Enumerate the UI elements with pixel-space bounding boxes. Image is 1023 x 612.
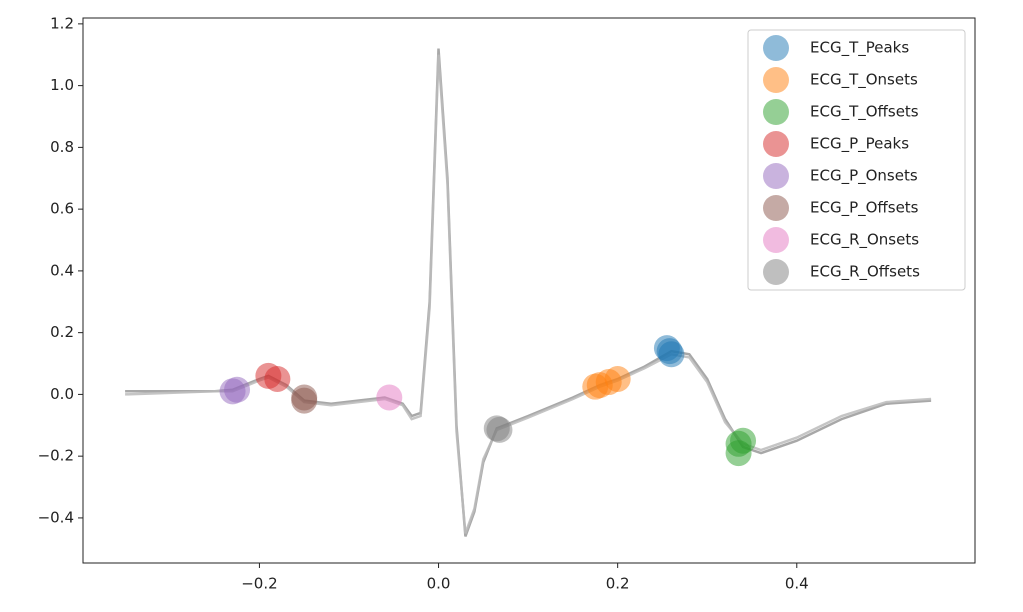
legend-label: ECG_T_Onsets: [810, 71, 918, 90]
legend-label: ECG_P_Peaks: [810, 135, 909, 154]
legend-marker: [763, 99, 789, 125]
y-tick-label: −0.4: [38, 508, 74, 526]
y-tick-label: 1.0: [50, 76, 74, 94]
y-tick-label: 0.8: [50, 138, 74, 156]
x-tick-label: 0.4: [785, 575, 809, 593]
x-tick-label: 0.0: [427, 575, 451, 593]
legend-marker: [763, 163, 789, 189]
marker-point: [264, 365, 291, 392]
plot-frame: [82, 17, 976, 564]
marker-point: [486, 416, 513, 443]
legend-label: ECG_T_Peaks: [810, 39, 909, 58]
legend-marker: [763, 259, 789, 285]
y-tick-label: 0.0: [50, 385, 74, 403]
x-tick-label: 0.2: [606, 575, 630, 593]
y-tick-label: 0.4: [50, 261, 74, 279]
legend-label: ECG_P_Onsets: [810, 167, 918, 186]
y-tick-label: 0.6: [50, 200, 74, 218]
legend-label: ECG_R_Onsets: [810, 231, 919, 250]
legend-box: [747, 29, 966, 291]
legend-label: ECG_T_Offsets: [810, 103, 919, 122]
legend-label: ECG_P_Offsets: [810, 199, 919, 218]
marker-point: [725, 430, 752, 457]
x-tick-label: −0.2: [241, 575, 277, 593]
marker-point: [224, 376, 251, 403]
y-tick-label: −0.2: [38, 447, 74, 465]
legend-label: ECG_R_Offsets: [810, 263, 920, 282]
marker-point: [291, 384, 318, 411]
legend-marker: [763, 67, 789, 93]
marker-point: [604, 365, 631, 392]
legend-marker: [763, 35, 789, 61]
legend-marker: [763, 131, 789, 157]
marker-point: [656, 338, 683, 365]
y-tick-label: 1.2: [50, 14, 74, 32]
marker-point: [376, 384, 403, 411]
legend-marker: [763, 227, 789, 253]
legend-marker: [763, 195, 789, 221]
y-tick-label: 0.2: [50, 323, 74, 341]
